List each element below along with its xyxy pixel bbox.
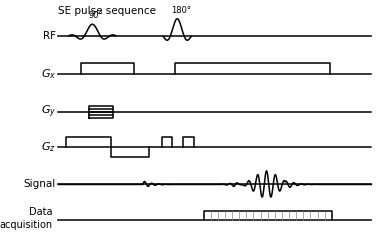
Text: SE pulse sequence: SE pulse sequence [58,6,156,16]
Text: 90°: 90° [89,11,103,20]
Text: Data
acquisition: Data acquisition [0,207,52,230]
Text: $G_z$: $G_z$ [41,140,56,154]
Text: RF: RF [43,31,56,41]
Text: 180°: 180° [171,6,191,15]
Text: $G_y$: $G_y$ [40,103,56,120]
Text: $G_x$: $G_x$ [40,67,56,81]
Text: Signal: Signal [23,180,56,189]
